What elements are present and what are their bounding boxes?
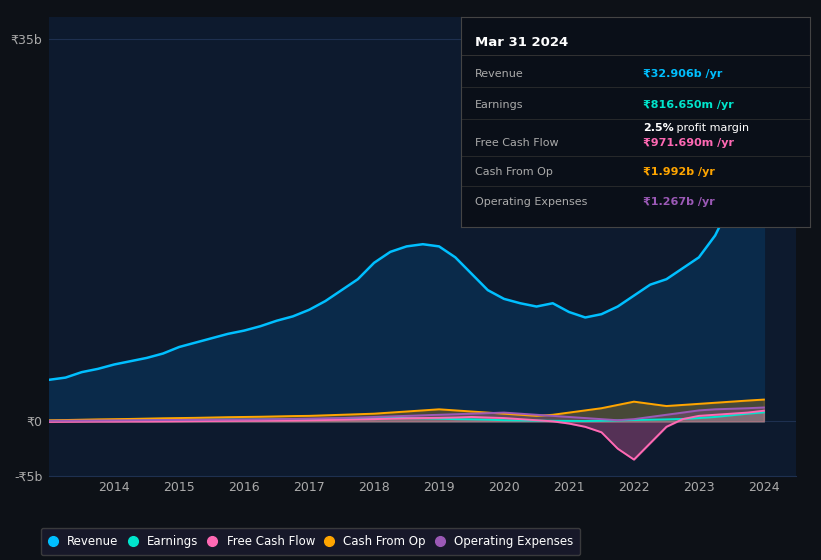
Text: Earnings: Earnings: [475, 100, 524, 110]
Text: Revenue: Revenue: [475, 68, 524, 78]
Text: ₹971.690m /yr: ₹971.690m /yr: [643, 138, 734, 148]
Text: ₹1.267b /yr: ₹1.267b /yr: [643, 197, 714, 207]
Text: Mar 31 2024: Mar 31 2024: [475, 36, 569, 49]
Text: 2.5%: 2.5%: [643, 123, 673, 133]
Text: ₹1.992b /yr: ₹1.992b /yr: [643, 167, 715, 177]
Text: Free Cash Flow: Free Cash Flow: [475, 138, 559, 148]
Legend: Revenue, Earnings, Free Cash Flow, Cash From Op, Operating Expenses: Revenue, Earnings, Free Cash Flow, Cash …: [41, 528, 580, 555]
Text: ₹32.906b /yr: ₹32.906b /yr: [643, 68, 722, 78]
Text: Operating Expenses: Operating Expenses: [475, 197, 588, 207]
Text: ₹816.650m /yr: ₹816.650m /yr: [643, 100, 734, 110]
Text: profit margin: profit margin: [672, 123, 749, 133]
Text: Cash From Op: Cash From Op: [475, 167, 553, 177]
